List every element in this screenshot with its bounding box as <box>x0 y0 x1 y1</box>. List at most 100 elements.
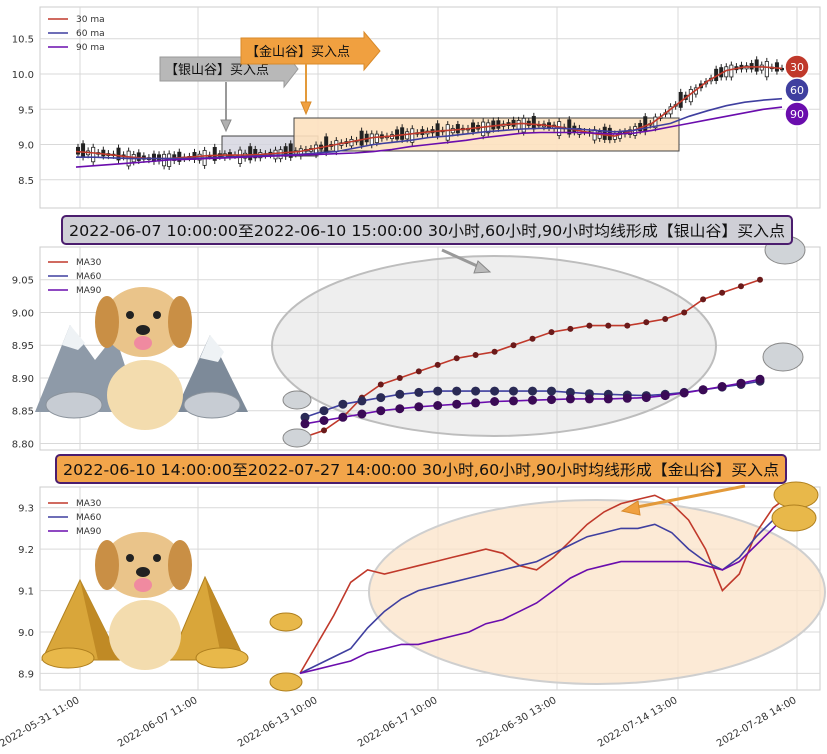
candle-body <box>445 124 450 141</box>
candle-body <box>334 140 339 152</box>
candle-body <box>116 147 121 161</box>
data-point <box>510 342 517 349</box>
candle-body <box>400 127 405 140</box>
data-point <box>603 394 613 404</box>
candle-body <box>253 149 258 159</box>
candle-body <box>359 130 364 146</box>
data-point <box>491 348 498 355</box>
data-point <box>528 386 537 396</box>
panel1-candles <box>76 56 785 170</box>
ytick-label: 10.0 <box>12 70 34 81</box>
candle-body <box>212 146 217 161</box>
candle-body <box>324 136 329 153</box>
candle-body <box>491 120 496 130</box>
candle-body <box>567 119 572 135</box>
data-point <box>414 402 424 412</box>
ytick-label: 8.9 <box>18 669 34 680</box>
data-point <box>453 355 460 362</box>
data-point <box>565 394 575 404</box>
data-point <box>700 296 707 303</box>
data-point <box>757 276 763 283</box>
candle-body <box>374 133 379 144</box>
silver-label-text: 【银山谷】买入点 <box>165 63 269 78</box>
data-point <box>338 399 348 409</box>
data-point <box>529 335 536 342</box>
panel3-pointer-head <box>620 500 641 516</box>
ytick-label: 9.3 <box>18 504 34 515</box>
badge-ma60: 60 <box>784 77 810 103</box>
series-line-ma30 <box>299 494 791 674</box>
ytick-label: 9.0 <box>18 141 34 152</box>
series-line-90-ma <box>75 106 783 168</box>
candle-body <box>764 61 769 78</box>
silver-ingot-icons <box>282 235 806 448</box>
candle-body <box>754 59 759 72</box>
data-point <box>490 386 500 396</box>
panel3-ellipse <box>368 499 826 685</box>
candle-body <box>405 131 410 140</box>
panel1-frame <box>39 6 821 209</box>
data-point <box>433 386 443 396</box>
data-point <box>624 322 631 329</box>
ytick-label: 8.85 <box>12 407 34 418</box>
data-point <box>567 325 574 332</box>
candle-body <box>76 146 81 155</box>
panel2-lines <box>300 276 765 440</box>
candle-body <box>471 122 476 132</box>
banner-silver-text: 2022-06-07 10:00:00至2022-06-10 15:00:00 … <box>69 222 785 240</box>
data-point <box>738 283 744 290</box>
ytick-label: 9.00 <box>12 308 34 319</box>
data-point <box>662 316 669 322</box>
panel3-lines <box>299 494 791 675</box>
data-point <box>319 416 329 425</box>
candle-body <box>248 146 253 161</box>
gold-label-text: 【金山谷】买入点 <box>246 44 350 60</box>
panel1-lines <box>75 66 783 168</box>
data-point <box>376 406 386 416</box>
data-point <box>641 393 651 403</box>
data-point <box>338 412 348 422</box>
ytick-label: 10.5 <box>12 35 34 46</box>
candle-body <box>516 119 521 130</box>
candle-body <box>435 123 440 137</box>
data-point <box>434 361 441 368</box>
data-point <box>717 382 727 391</box>
data-point <box>679 388 689 398</box>
candle-body <box>774 62 779 72</box>
data-point <box>300 412 310 422</box>
ytick-label: 8.80 <box>12 439 34 450</box>
candle-body <box>395 129 400 140</box>
data-point <box>414 387 424 397</box>
data-point <box>415 368 422 375</box>
data-point <box>736 378 746 388</box>
badge-ma90-label: 90 <box>790 108 804 121</box>
banner-gold-text: 2022-06-10 14:00:00至2022-07-27 14:00:00 … <box>63 461 779 479</box>
data-point <box>395 404 405 414</box>
series-line-ma90 <box>299 511 791 675</box>
data-point <box>321 427 327 434</box>
badge-ma90: 90 <box>784 101 810 127</box>
xtick-label: 2022-05-31 11:00 <box>0 695 81 750</box>
candle-body <box>288 143 293 158</box>
gold-ingot-icons <box>269 481 819 692</box>
candle-body <box>81 143 86 158</box>
ytick-label: 8.95 <box>12 341 34 352</box>
dog-mountain-illustration <box>35 287 248 430</box>
data-point <box>528 395 537 405</box>
candle-body <box>643 116 648 133</box>
data-point <box>660 391 670 401</box>
data-point <box>548 329 555 336</box>
candle-body <box>136 152 141 161</box>
candle-body <box>481 121 486 137</box>
data-point <box>452 399 462 409</box>
ytick-label: 9.5 <box>18 105 34 116</box>
data-point <box>547 395 556 405</box>
data-point <box>395 389 405 399</box>
banner-gold: 2022-06-10 14:00:00至2022-07-27 14:00:00 … <box>55 454 787 484</box>
panel3-pointer <box>631 484 746 510</box>
panel3-legend: MA30 MA60 MA90 <box>48 499 102 537</box>
panel2-pointer-head <box>473 260 492 274</box>
legend-90ma: 90 ma <box>76 43 105 53</box>
candle-body <box>486 122 491 134</box>
